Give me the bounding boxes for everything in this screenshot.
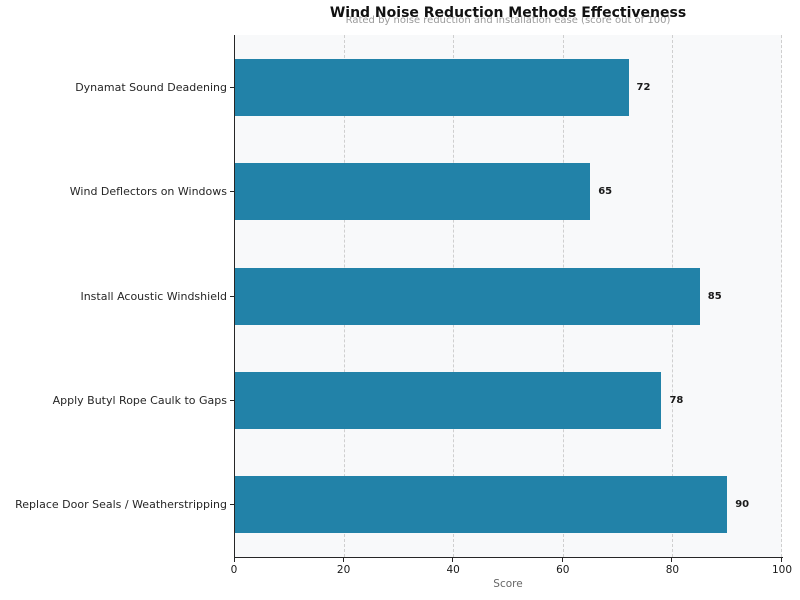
x-axis-spine	[234, 557, 783, 558]
x-tick-mark	[781, 558, 782, 562]
y-axis-label-row: Replace Door Seals / Weatherstripping	[0, 453, 234, 557]
y-tick-mark	[230, 504, 234, 506]
y-axis-label-row: Dynamat Sound Deadening	[0, 35, 234, 139]
plot-area: 72 65 85 78 90	[234, 35, 782, 557]
y-axis-spine	[234, 35, 235, 558]
gridline-100	[781, 35, 782, 557]
category-label: Install Acoustic Windshield	[80, 289, 227, 303]
y-tick-mark	[230, 86, 234, 88]
x-tick-mark	[671, 558, 673, 562]
y-tick-mark	[230, 399, 234, 401]
x-tick-mark	[452, 558, 454, 562]
bar-value-label: 85	[707, 290, 722, 302]
bar-value-label: 90	[735, 499, 750, 511]
bar	[234, 163, 591, 221]
category-label: Dynamat Sound Deadening	[75, 80, 227, 94]
x-tick-label: 60	[556, 564, 570, 576]
bar-value-label: 78	[669, 394, 684, 406]
x-tick-label: 40	[446, 564, 460, 576]
category-label: Replace Door Seals / Weatherstripping	[15, 498, 227, 512]
x-tick-mark	[342, 558, 344, 562]
x-tick-label: 80	[665, 564, 680, 576]
chart-title: Wind Noise Reduction Methods Effectivene…	[329, 5, 687, 21]
x-tick-label: 100	[771, 564, 793, 576]
y-tick-mark	[230, 191, 234, 193]
bar-row: 65	[234, 139, 782, 243]
x-tick-label: 0	[230, 564, 238, 576]
bar	[234, 58, 629, 116]
bar	[234, 371, 662, 429]
chart-subtitle: Rated by noise reduction and installatio…	[345, 15, 671, 26]
x-tick-mark	[234, 558, 235, 562]
y-axis-label-row: Apply Butyl Rope Caulk to Gaps	[0, 348, 234, 452]
y-axis-label-row: Wind Deflectors on Windows	[0, 139, 234, 243]
x-tick-mark	[561, 558, 563, 562]
bar	[234, 476, 728, 534]
bar-value-label: 72	[636, 81, 651, 93]
bar-row: 78	[234, 348, 782, 452]
bar	[234, 267, 700, 325]
bar-row: 90	[234, 453, 782, 557]
bar-row: 72	[234, 35, 782, 139]
bar-row: 85	[234, 244, 782, 348]
bar-series: 72 65 85 78 90	[234, 35, 782, 557]
category-label: Wind Deflectors on Windows	[69, 185, 227, 199]
y-axis-labels: Dynamat Sound Deadening Wind Deflectors …	[0, 35, 234, 557]
x-axis-title: Score	[493, 578, 523, 590]
category-label: Apply Butyl Rope Caulk to Gaps	[52, 393, 227, 407]
y-axis-label-row: Install Acoustic Windshield	[0, 244, 234, 348]
y-tick-mark	[230, 295, 234, 297]
x-tick-label: 20	[336, 564, 351, 576]
bar-value-label: 65	[598, 186, 613, 198]
